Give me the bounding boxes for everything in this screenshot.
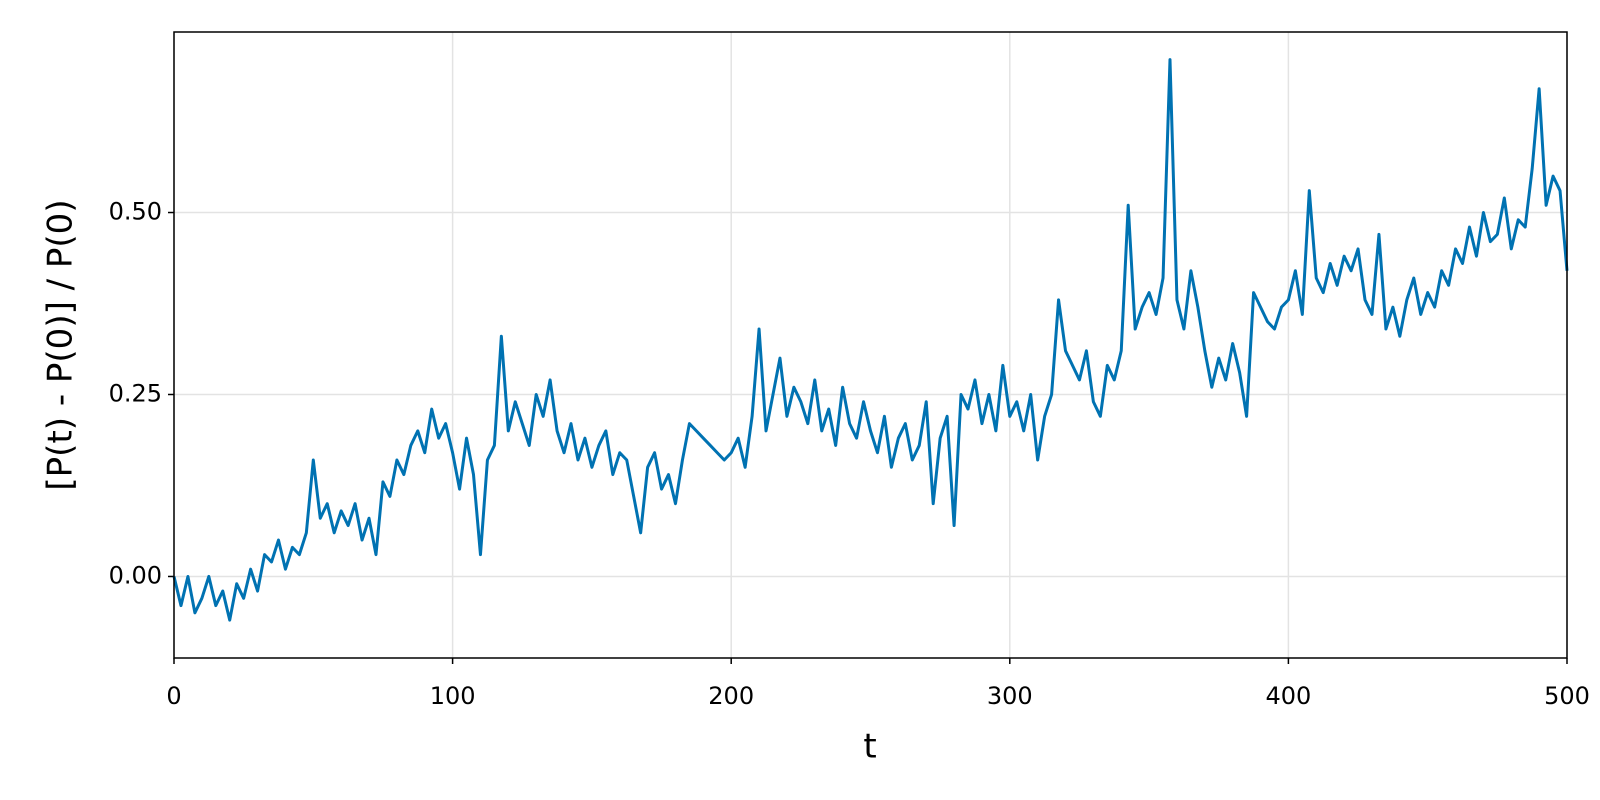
x-tick-label: 300	[987, 682, 1033, 710]
x-tick-label: 500	[1544, 682, 1590, 710]
y-tick-label: 0.00	[109, 561, 162, 589]
plot-frame	[173, 31, 1568, 659]
x-tick-label: 100	[430, 682, 476, 710]
y-tick-label: 0.50	[109, 198, 162, 226]
x-tick-label: 400	[1265, 682, 1311, 710]
x-tick-label: 200	[708, 682, 754, 710]
data-line	[172, 58, 1569, 622]
x-axis-label: t	[863, 727, 876, 767]
y-tick-label: 0.25	[109, 379, 162, 407]
x-tick-label: 0	[166, 682, 181, 710]
y-axis-label: [P(t) - P(0)] / P(0)	[41, 199, 81, 490]
